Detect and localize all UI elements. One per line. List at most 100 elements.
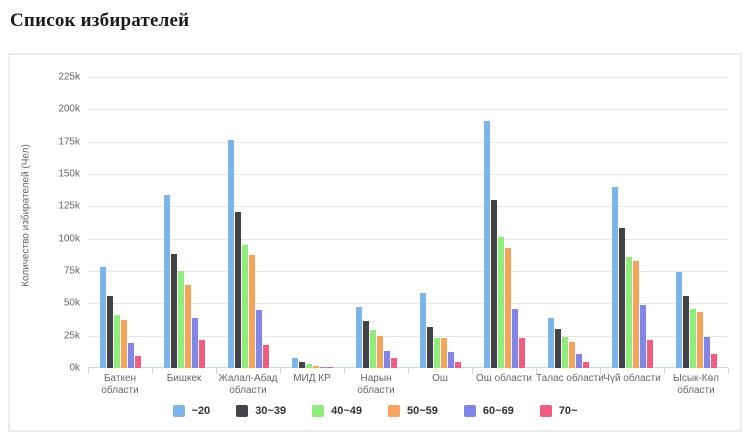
bar[interactable] [490,200,497,368]
x-axis-category-label: Жалал-Абад области [218,373,278,396]
bar[interactable] [518,338,525,368]
bar[interactable] [106,296,113,368]
bar[interactable] [703,337,710,368]
bar-group [280,65,344,368]
bar[interactable] [120,320,127,368]
bar[interactable] [639,305,646,368]
bar[interactable] [248,255,255,368]
bar[interactable] [675,272,682,368]
plot-area [88,65,728,368]
bar[interactable] [426,327,433,368]
bar-group [152,65,216,368]
bar[interactable] [547,318,554,368]
y-tick-label-100k: 100k [58,233,80,245]
y-tick-label-150k: 150k [58,168,80,180]
y-tick-label-50k: 50k [63,297,80,309]
chart-card: Количество избирателей (Чел) Баткен облас… [8,53,742,432]
bar[interactable] [262,345,269,368]
legend-item-~20[interactable]: ~20 [172,405,210,417]
legend-item-30~39[interactable]: 30~39 [236,405,286,417]
bar[interactable] [298,362,305,368]
bar[interactable] [227,140,234,368]
bar[interactable] [255,310,262,368]
bar[interactable] [682,296,689,368]
gridline-25k [88,335,728,337]
bar[interactable] [127,343,134,368]
legend-item-50~59[interactable]: 50~59 [388,405,438,417]
x-axis-category-label: Ош области [476,373,532,384]
gridline-100k [88,238,728,240]
bar[interactable] [454,362,461,368]
legend-label: 30~39 [255,405,287,417]
bar[interactable] [99,267,106,368]
bar[interactable] [483,121,490,368]
bar[interactable] [561,337,568,368]
x-axis-tick [216,368,217,374]
bar[interactable] [184,285,191,368]
legend-label: 40~49 [331,405,362,417]
bar[interactable] [191,318,198,368]
bar[interactable] [419,293,426,368]
bar[interactable] [575,354,582,368]
legend-label: 60~69 [482,405,514,417]
bar[interactable] [312,366,319,368]
bar[interactable] [440,338,447,368]
x-axis-tick [88,368,89,374]
bar[interactable] [689,309,696,368]
bar[interactable] [447,352,454,368]
x-axis-category-label: Ош [432,373,448,384]
bar[interactable] [134,356,141,368]
x-axis-category-label: Чүй области [603,373,661,384]
gridline-125k [88,206,728,208]
bar[interactable] [362,321,369,368]
x-axis-category-label: Нарын области [357,373,395,396]
bar[interactable] [618,228,625,368]
x-axis-tick [344,368,345,374]
legend-swatch [172,405,185,417]
bar-group [600,65,664,368]
bar[interactable] [646,340,653,368]
bar[interactable] [376,336,383,368]
bar[interactable] [326,367,333,368]
bar[interactable] [497,237,504,368]
bar[interactable] [291,358,298,368]
bar[interactable] [582,362,589,368]
bar[interactable] [632,261,639,368]
legend-swatch [312,405,325,417]
bar[interactable] [369,330,376,368]
bar[interactable] [113,315,120,368]
bar-group [664,65,728,368]
bar[interactable] [625,257,632,368]
legend-label: 50~59 [407,405,438,417]
gridline-50k [88,303,728,305]
bar[interactable] [355,307,362,368]
legend-item-40~49[interactable]: 40~49 [312,405,362,417]
bar[interactable] [305,364,312,368]
bar[interactable] [241,245,248,368]
legend-label: 70~ [558,405,578,417]
bar[interactable] [198,340,205,368]
bar[interactable] [554,329,561,368]
bar[interactable] [170,254,177,368]
bar[interactable] [177,271,184,368]
x-axis-tick [664,368,665,374]
bar[interactable] [163,195,170,368]
bar[interactable] [611,187,618,368]
bar[interactable] [511,309,518,368]
bar[interactable] [433,338,440,368]
bar[interactable] [383,351,390,368]
bar[interactable] [710,354,717,368]
bar[interactable] [504,248,511,368]
bar[interactable] [390,358,397,368]
bar[interactable] [234,212,241,368]
legend-item-60~69[interactable]: 60~69 [463,405,514,417]
bar[interactable] [568,342,575,368]
x-axis-tick [472,368,473,374]
bar-groups [88,65,728,368]
bar[interactable] [319,367,326,368]
legend-item-70~[interactable]: 70~ [539,405,578,417]
x-axis-tick [536,368,537,374]
y-tick-label-225k: 225k [58,71,80,83]
bar[interactable] [696,312,703,368]
x-axis-category-label: Ысык-Көл области [673,373,719,396]
